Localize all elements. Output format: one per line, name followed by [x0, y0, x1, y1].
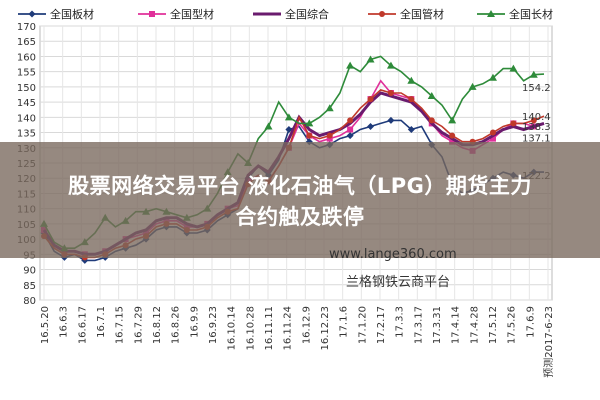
x-tick-label: 17.2.17: [376, 306, 387, 344]
x-tick-label: 17.1.20: [357, 306, 368, 344]
triangle-marker: [264, 122, 273, 130]
legend-label: 全国板材: [50, 7, 94, 21]
triangle-marker: [407, 76, 416, 84]
square-marker: [449, 138, 456, 145]
circle-marker: [489, 129, 496, 136]
x-tick-label: 16.12.9: [301, 306, 312, 344]
square-marker: [489, 135, 496, 142]
circle-marker: [530, 117, 537, 124]
triangle-marker: [346, 61, 355, 69]
x-tick-label: 17.6.9: [525, 306, 536, 338]
y-tick-label: 150: [17, 83, 36, 94]
triangle-marker: [386, 61, 395, 69]
triangle-marker: [325, 104, 334, 112]
x-tick-label: 17.4.14: [451, 306, 462, 344]
circle-marker: [449, 132, 456, 139]
x-tick-label: 16.10.14: [227, 306, 238, 351]
triangle-marker: [427, 92, 436, 100]
y-tick-label: 140: [17, 113, 36, 124]
triangle-marker: [529, 70, 538, 78]
x-tick-label: 16.5.20: [40, 306, 51, 344]
x-tick-label: 16.7.1: [96, 306, 107, 338]
x-tick-label: 16.9.9: [189, 306, 200, 338]
y-tick-label: 135: [17, 129, 36, 140]
x-tick-label: 16.8.12: [152, 306, 163, 344]
x-tick-label: 16.6.3: [59, 306, 70, 338]
y-tick-label: 170: [17, 22, 36, 33]
end-value-label: 154.2: [522, 83, 551, 94]
circle-marker: [306, 132, 313, 139]
y-tick-label: 160: [17, 52, 36, 63]
x-tick-label: 16.7.15: [115, 306, 126, 344]
y-tick-label: 90: [23, 266, 36, 277]
x-tick-label: 16.11.11: [264, 306, 275, 351]
headline-banner: [0, 142, 600, 258]
square-marker: [326, 135, 333, 142]
x-tick-label: 17.3.17: [413, 306, 424, 344]
square-marker: [347, 126, 354, 133]
y-tick-label: 155: [17, 68, 36, 79]
legend-label: 全国型材: [170, 7, 214, 21]
circle-marker: [387, 89, 394, 96]
x-tick-label: 预测2017-6-23: [542, 306, 555, 378]
triangle-marker: [284, 113, 293, 121]
triangle-marker: [305, 119, 314, 127]
x-tick-label: 16.9.23: [208, 306, 219, 344]
end-value-label: 137.1: [522, 134, 551, 145]
y-tick-label: 165: [17, 37, 36, 48]
triangle-marker: [487, 10, 495, 17]
headline-line-2: 合约触及跌停: [235, 205, 365, 229]
square-marker: [149, 11, 155, 17]
y-tick-label: 145: [17, 98, 36, 109]
diamond-marker: [407, 126, 415, 134]
diamond-marker: [387, 116, 395, 124]
x-tick-label: 17.3.31: [432, 306, 443, 344]
circle-marker: [347, 117, 354, 124]
x-tick-label: 16.10.28: [245, 306, 256, 351]
circle-marker: [408, 96, 415, 103]
x-tick-label: 16.6.17: [77, 306, 88, 344]
end-value-label: 140.4: [522, 112, 551, 123]
circle-marker: [510, 120, 517, 127]
watermark-platform: 兰格钢铁云商平台: [346, 275, 451, 290]
x-tick-label: 17.5.12: [488, 306, 499, 344]
end-value-label: 138.3: [522, 122, 551, 133]
x-tick-label: 16.7.29: [133, 306, 144, 344]
triangle-marker: [509, 64, 518, 72]
x-tick-label: 17.1.6: [339, 306, 350, 338]
diamond-marker: [28, 10, 36, 18]
x-tick-label: 16.11.24: [283, 306, 294, 351]
triangle-marker: [468, 82, 477, 90]
x-tick-label: 16.8.26: [171, 306, 182, 344]
x-tick-label: 17.3.3: [395, 306, 406, 338]
x-tick-label: 17.5.26: [507, 306, 518, 344]
watermark-url: www.lange360.com: [329, 247, 457, 262]
diamond-marker: [285, 126, 293, 134]
circle-marker: [428, 117, 435, 124]
y-tick-label: 85: [23, 281, 36, 292]
legend-label: 全国管材: [400, 7, 444, 21]
triangle-marker: [488, 73, 497, 81]
legend-label: 全国综合: [285, 7, 329, 21]
headline-line-1: 股票网络交易平台 液化石油气（LPG）期货主力: [68, 174, 532, 198]
x-tick-label: 17.4.28: [469, 306, 480, 344]
triangle-marker: [448, 116, 457, 124]
x-tick-label: 16.12.23: [320, 306, 331, 351]
circle-marker: [367, 96, 374, 103]
y-tick-label: 80: [23, 296, 36, 307]
legend-label: 全国长材: [509, 7, 553, 21]
diamond-marker: [346, 132, 354, 140]
triangle-marker: [366, 55, 375, 63]
diamond-marker: [367, 122, 375, 130]
circle-marker: [326, 132, 333, 139]
circle-marker: [379, 11, 385, 17]
